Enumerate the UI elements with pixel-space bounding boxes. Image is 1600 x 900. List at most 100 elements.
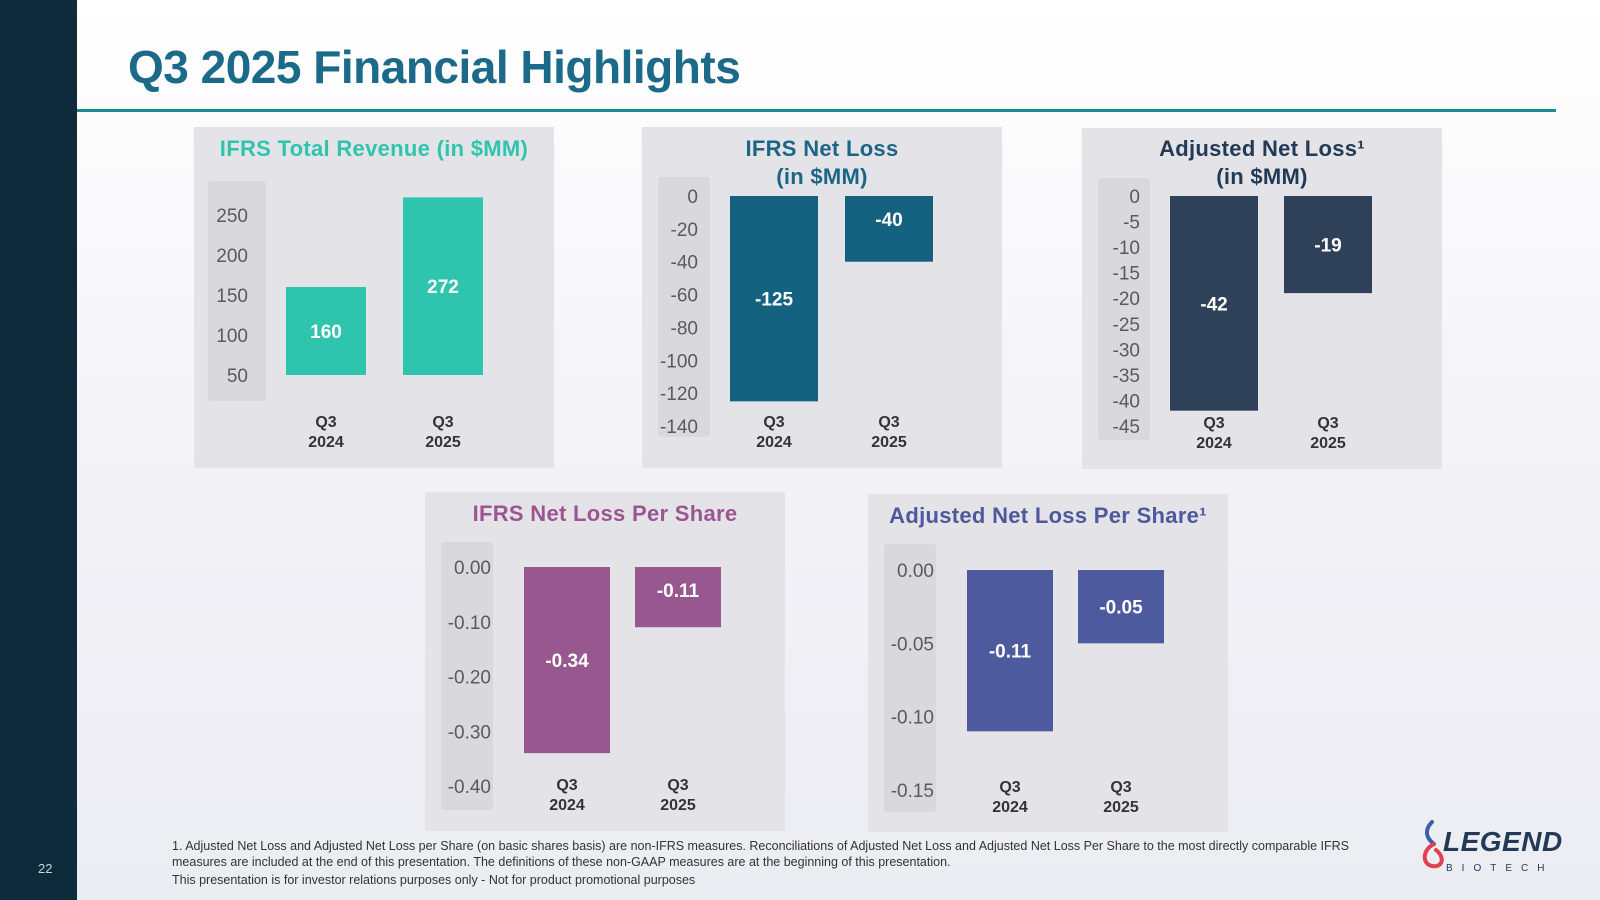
- y-axis-band: [658, 177, 710, 437]
- y-tick-label: 50: [227, 366, 248, 387]
- bar-value-label: 272: [427, 277, 459, 298]
- x-category-label: 2025: [425, 434, 461, 451]
- x-category-label: Q3: [1110, 779, 1131, 796]
- y-axis-band: [884, 544, 936, 812]
- x-category-label: 2024: [549, 797, 585, 814]
- bar: [1170, 196, 1258, 411]
- x-category-label: Q3: [878, 414, 899, 431]
- chart-title: Adjusted Net Loss¹ (in $MM): [1082, 135, 1442, 191]
- x-category-label: Q3: [667, 777, 688, 794]
- y-axis-band: [1098, 178, 1150, 440]
- chart-title: IFRS Total Revenue (in $MM): [194, 135, 554, 163]
- page-number: 22: [38, 861, 53, 876]
- y-tick-label: -0.05: [891, 634, 934, 655]
- y-tick-label: -0.15: [891, 781, 934, 802]
- x-category-label: 2024: [992, 799, 1028, 816]
- x-category-label: 2024: [308, 434, 344, 451]
- x-category-label: 2025: [1310, 435, 1346, 452]
- bar: [524, 567, 610, 754]
- chart-canvas: 250 200 150 100 50 160 Q3 2024 272 Q3 2025: [208, 181, 483, 451]
- y-tick-label: 0.00: [454, 558, 491, 579]
- y-tick-label: 0: [1129, 187, 1140, 208]
- y-tick-label: -0.30: [448, 722, 491, 743]
- y-tick-label: -10: [1113, 238, 1140, 259]
- bar-value-label: -0.11: [657, 581, 700, 602]
- bar: [730, 196, 818, 402]
- y-tick-label: -140: [660, 417, 698, 438]
- y-tick-label: -20: [671, 220, 698, 241]
- y-tick-label: -45: [1113, 417, 1140, 438]
- y-tick-label: -5: [1123, 213, 1140, 234]
- y-tick-label: -30: [1113, 340, 1140, 361]
- title-divider: [77, 109, 1556, 112]
- chart-panel-adjusted-net-loss-per-share: Adjusted Net Loss Per Share¹ 0.00 -0.05 -0.…: [868, 494, 1228, 832]
- y-tick-label: -35: [1113, 366, 1140, 387]
- chart-title-line: Adjusted Net Loss¹: [1159, 136, 1365, 161]
- y-tick-label: 100: [216, 326, 248, 347]
- bar-value-label: 160: [310, 322, 342, 343]
- slide-title: Q3 2025 Financial Highlights: [128, 41, 741, 93]
- y-tick-label: -80: [671, 318, 698, 339]
- bar: [635, 567, 721, 628]
- chart-title-line: (in $MM): [776, 164, 868, 189]
- y-tick-label: 250: [216, 206, 248, 227]
- x-category-label: 2025: [871, 434, 907, 451]
- disclaimer: This presentation is for investor relati…: [172, 873, 696, 887]
- bar-value-label: -0.11: [989, 642, 1032, 663]
- bar-value-label: -40: [875, 210, 902, 231]
- y-tick-label: 0: [687, 187, 698, 208]
- bar-value-label: -0.34: [545, 651, 589, 672]
- footnote: 1. Adjusted Net Loss and Adjusted Net Lo…: [172, 839, 1350, 869]
- x-category-label: 2024: [756, 434, 792, 451]
- x-category-label: Q3: [1317, 415, 1338, 432]
- bar: [1078, 570, 1164, 644]
- y-tick-label: 200: [216, 246, 248, 267]
- y-tick-label: -0.40: [448, 777, 491, 798]
- y-tick-label: -25: [1113, 315, 1140, 336]
- chart-title-line: (in $MM): [1216, 164, 1308, 189]
- y-tick-label: 150: [216, 286, 248, 307]
- bar: [1284, 196, 1372, 294]
- x-category-label: 2024: [1196, 435, 1232, 452]
- logo-subtitle: BIOTECH: [1446, 863, 1554, 874]
- chart-panel-ifrs-total-revenue: IFRS Total Revenue (in $MM) 250 200 150 100 5…: [194, 127, 554, 468]
- y-tick-label: -60: [671, 286, 698, 307]
- x-category-label: Q3: [432, 414, 453, 431]
- x-category-label: 2025: [1103, 799, 1139, 816]
- chart-panel-ifrs-net-loss: IFRS Net Loss (in $MM) 0 -20 -40 -60 -80 -100 -1…: [642, 127, 1002, 468]
- x-category-label: Q3: [1203, 415, 1224, 432]
- bar: [403, 197, 483, 375]
- y-tick-label: -100: [660, 351, 698, 372]
- chart-canvas: 0 -5 -10 -15 -20 -25 -30 -35 -40 -45 -42 Q3 2024 -19 Q…: [1098, 178, 1372, 452]
- logo-wordmark: LEGEND: [1443, 826, 1563, 857]
- y-tick-label: -0.10: [891, 708, 934, 729]
- chart-title-line: IFRS Net Loss: [745, 136, 899, 161]
- legend-biotech-logo: LEGEND BIOTECH: [1418, 818, 1562, 878]
- left-sidebar-band: [0, 0, 77, 900]
- x-category-label: Q3: [999, 779, 1020, 796]
- y-tick-label: -40: [671, 253, 698, 274]
- y-tick-label: -0.10: [448, 613, 491, 634]
- y-axis-band: [208, 181, 266, 401]
- bar-value-label: -19: [1314, 236, 1341, 257]
- chart-title: Adjusted Net Loss Per Share¹: [868, 502, 1228, 530]
- bar-value-label: -42: [1200, 294, 1227, 315]
- bar-value-label: -125: [755, 290, 793, 311]
- chart-canvas: 0.00 -0.10 -0.20 -0.30 -0.40 -0.34 Q3 2024 -0.11…: [441, 542, 721, 814]
- chart-title: IFRS Net Loss (in $MM): [642, 135, 1002, 191]
- x-category-label: Q3: [763, 414, 784, 431]
- x-category-label: Q3: [556, 777, 577, 794]
- legend-biotech-mark-icon: [1422, 820, 1444, 869]
- chart-canvas: 0.00 -0.05 -0.10 -0.15 -0.11 Q3 2024 -0.05 Q3 202…: [884, 544, 1164, 816]
- bar: [967, 570, 1053, 732]
- y-tick-label: 0.00: [897, 561, 934, 582]
- chart-panel-ifrs-net-loss-per-share: IFRS Net Loss Per Share 0.00 -0.10 -0.20 -0.…: [425, 492, 785, 831]
- chart-title-line: IFRS Total Revenue (in $MM): [219, 136, 529, 161]
- bar-value-label: -0.05: [1099, 598, 1143, 619]
- x-category-label: Q3: [315, 414, 336, 431]
- chart-title-line: Adjusted Net Loss Per Share¹: [889, 503, 1207, 528]
- y-tick-label: -40: [1113, 391, 1140, 412]
- y-tick-label: -120: [660, 384, 698, 405]
- chart-panel-adjusted-net-loss: Adjusted Net Loss¹ (in $MM) 0 -5 -10 -15 -20 -2…: [1082, 128, 1442, 469]
- y-tick-label: -15: [1113, 264, 1140, 285]
